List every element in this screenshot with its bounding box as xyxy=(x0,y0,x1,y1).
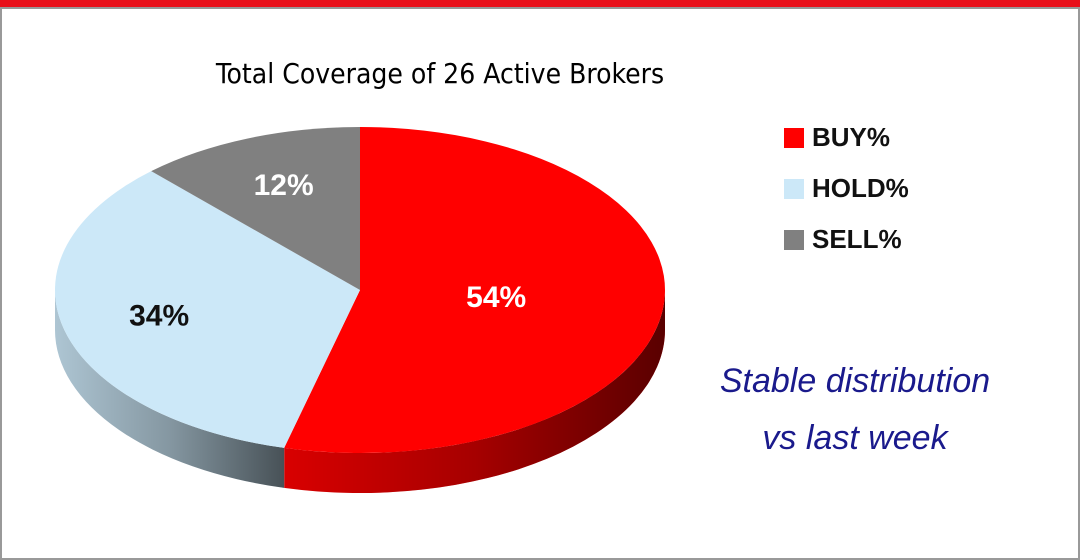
top-bar xyxy=(0,0,1080,8)
frame xyxy=(0,7,1080,560)
slice-side-shade xyxy=(55,290,285,488)
data-label: 12% xyxy=(254,169,314,202)
annotation: Stable distribution xyxy=(720,362,990,400)
legend-label: SELL% xyxy=(812,224,902,254)
data-label: 54% xyxy=(466,281,526,314)
slice xyxy=(151,127,360,290)
slice xyxy=(54,171,360,448)
legend-swatch xyxy=(784,230,804,250)
slice-side-shade xyxy=(284,290,665,494)
legend-swatch xyxy=(784,179,804,199)
annotation: vs last week xyxy=(762,419,949,457)
slice xyxy=(284,127,665,453)
legend-label: HOLD% xyxy=(812,173,909,203)
legend-label: BUY% xyxy=(812,122,890,152)
data-label: 34% xyxy=(129,299,189,332)
legend-swatch xyxy=(784,128,804,148)
chart-title: Total Coverage of 26 Active Brokers xyxy=(215,57,664,90)
